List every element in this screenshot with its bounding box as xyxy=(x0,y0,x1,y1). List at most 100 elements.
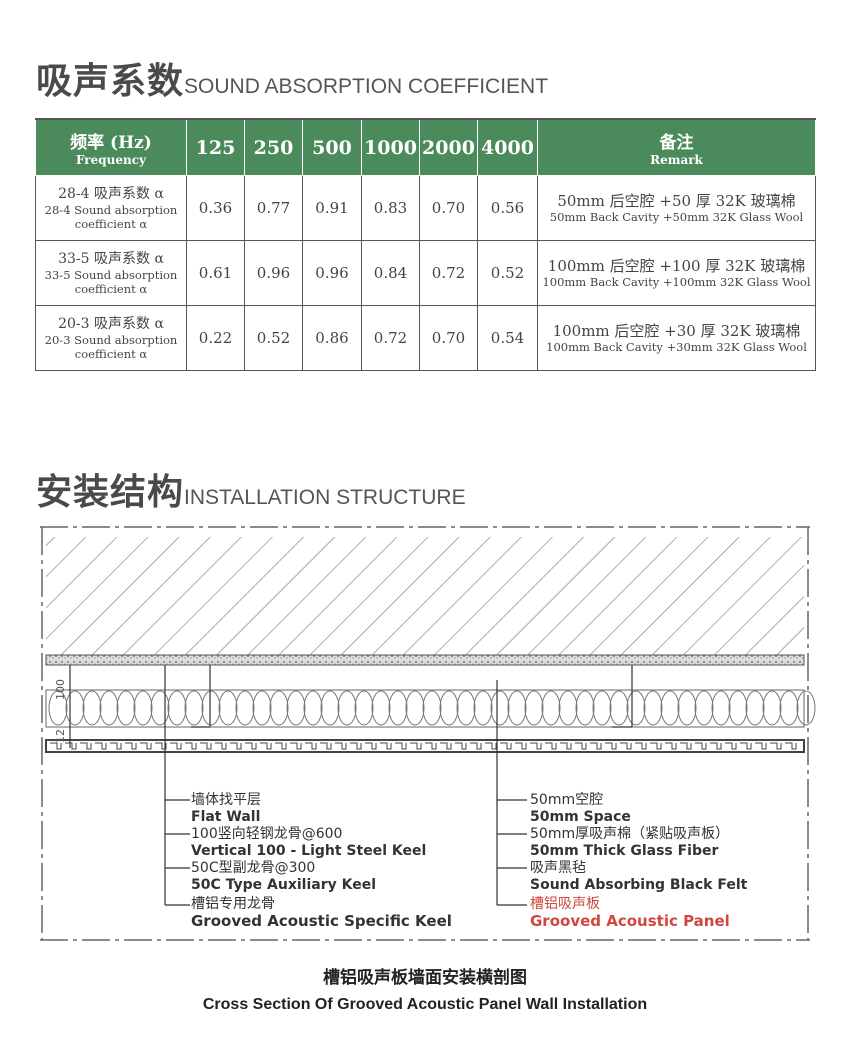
panel-groove xyxy=(560,742,572,750)
wool-loop xyxy=(507,690,527,726)
panel-groove xyxy=(545,742,557,750)
wool-loop xyxy=(762,690,782,726)
panel-groove xyxy=(335,742,347,750)
wool-loop xyxy=(677,690,697,726)
title-cn: 吸声系数 xyxy=(36,61,185,102)
panel-groove xyxy=(785,742,797,750)
acoustic-panel-layer xyxy=(45,739,805,753)
row-name: 28-4 吸声系数 α 28-4 Sound absorption coeffic… xyxy=(35,175,187,241)
panel-groove xyxy=(620,742,632,750)
keel-lines xyxy=(69,665,633,906)
wool-loop xyxy=(269,690,289,726)
header-remark: 备注 Remark xyxy=(537,118,816,176)
wool-loop xyxy=(541,690,561,726)
wool-loop xyxy=(592,690,612,726)
remark-cell: 100mm 后空腔 +100 厚 32K 玻璃棉 100mm Back Cavit… xyxy=(537,240,816,306)
panel-groove xyxy=(695,742,707,750)
wool-loop xyxy=(337,690,357,726)
panel-groove xyxy=(185,742,197,750)
wool-loop xyxy=(524,690,544,726)
panel-groove xyxy=(770,742,782,750)
panel-groove xyxy=(95,742,107,750)
title-en: INSTALLATION STRUCTURE xyxy=(184,486,466,509)
coefficient-cell: 0.70 xyxy=(419,175,478,241)
wool-loop xyxy=(711,690,731,726)
panel-groove xyxy=(245,742,257,750)
wool-loop xyxy=(99,690,119,726)
wool-loop xyxy=(779,690,799,726)
panel-groove xyxy=(575,742,587,750)
right-label: 吸声黑毡 Sound Absorbing Black Felt xyxy=(530,860,748,893)
left-label: 墙体找平层 Flat Wall xyxy=(191,792,261,825)
table-header-row: 频率 (Hz) Frequency 125 250 500 1000 2000 4… xyxy=(35,118,816,176)
left-label: 100竖向轻钢龙骨@600 Vertical 100 - Light Steel … xyxy=(191,826,427,859)
panel-groove xyxy=(395,742,407,750)
header-freq: 1000 xyxy=(361,118,420,176)
panel-groove xyxy=(200,742,212,750)
panel-groove xyxy=(725,742,737,750)
wool-loop xyxy=(48,690,68,726)
wool-loop xyxy=(320,690,340,726)
panel-groove xyxy=(455,742,467,750)
wool-loop xyxy=(184,690,204,726)
wool-loop xyxy=(575,690,595,726)
wool-loop xyxy=(150,690,170,726)
right-label: 50mm空腔 50mm Space xyxy=(530,792,631,825)
panel-groove xyxy=(50,742,62,750)
panel-groove xyxy=(380,742,392,750)
panel-groove xyxy=(680,742,692,750)
coefficient-cell: 0.22 xyxy=(186,305,245,371)
wool-loop xyxy=(371,690,391,726)
remark-cell: 50mm 后空腔 +50 厚 32K 玻璃棉 50mm Back Cavity +… xyxy=(537,175,816,241)
panel-groove xyxy=(635,742,647,750)
wool-loop xyxy=(286,690,306,726)
section-title-installation: 安装结构 INSTALLATION STRUCTURE xyxy=(36,463,466,515)
panel-groove xyxy=(470,742,482,750)
panel-groove xyxy=(650,742,662,750)
panel-groove xyxy=(425,742,437,750)
coefficient-cell: 0.52 xyxy=(244,305,303,371)
glass-wool-layer xyxy=(45,689,805,728)
wool-loop xyxy=(167,690,187,726)
panel-groove xyxy=(485,742,497,750)
header-freq: 125 xyxy=(186,118,245,176)
section-title-absorption: 吸声系数 SOUND ABSORPTION COEFFICIENT xyxy=(36,52,548,104)
panel-groove xyxy=(290,742,302,750)
header-frequency: 频率 (Hz) Frequency xyxy=(35,118,187,176)
panel-groove xyxy=(305,742,317,750)
panel-groove xyxy=(710,742,722,750)
installation-diagram: 100 12 xyxy=(40,526,816,941)
coefficient-cell: 0.36 xyxy=(186,175,245,241)
coefficient-cell: 0.72 xyxy=(361,305,420,371)
frame-lines xyxy=(40,526,810,941)
wool-loop xyxy=(133,690,153,726)
wool-loop xyxy=(252,690,272,726)
wool-loop xyxy=(388,690,408,726)
coefficient-cell: 0.56 xyxy=(477,175,538,241)
panel-groove xyxy=(500,742,512,750)
wool-loop xyxy=(456,690,476,726)
caption-cn: 槽铝吸声板墙面安装横剖图 xyxy=(323,968,527,988)
panel-groove xyxy=(440,742,452,750)
wool-loop xyxy=(609,690,629,726)
panel-groove xyxy=(590,742,602,750)
dimensions: 100 12 xyxy=(54,679,67,743)
left-label: 50C型副龙骨@300 50C Type Auxiliary Keel xyxy=(191,860,377,893)
coefficient-cell: 0.52 xyxy=(477,240,538,306)
row-name: 20-3 吸声系数 α 20-3 Sound absorption coeffic… xyxy=(35,305,187,371)
coefficient-cell: 0.77 xyxy=(244,175,303,241)
absorption-table: 频率 (Hz) Frequency 125 250 500 1000 2000 4… xyxy=(35,118,816,371)
header-freq: 2000 xyxy=(419,118,478,176)
header-freq: 250 xyxy=(244,118,303,176)
flat-wall-layer xyxy=(45,654,805,666)
wool-loop xyxy=(439,690,459,726)
coefficient-cell: 0.96 xyxy=(302,240,362,306)
wool-loop xyxy=(82,690,102,726)
table-row: 28-4 吸声系数 α 28-4 Sound absorption coeffic… xyxy=(35,175,816,241)
remark-cell: 100mm 后空腔 +30 厚 32K 玻璃棉 100mm Back Cavity… xyxy=(537,305,816,371)
panel-groove xyxy=(260,742,272,750)
wool-loop xyxy=(558,690,578,726)
table-row: 33-5 吸声系数 α 33-5 Sound absorption coeffic… xyxy=(35,240,816,306)
coefficient-cell: 0.70 xyxy=(419,305,478,371)
